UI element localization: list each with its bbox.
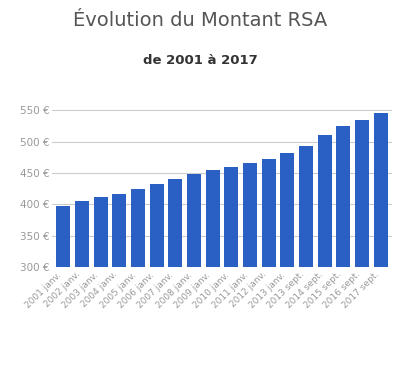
- Bar: [112, 194, 126, 371]
- Bar: [168, 178, 182, 371]
- Bar: [280, 154, 294, 371]
- Bar: [94, 197, 108, 371]
- Text: de 2001 à 2017: de 2001 à 2017: [143, 54, 257, 67]
- Bar: [262, 158, 276, 371]
- Bar: [206, 170, 220, 371]
- Bar: [150, 184, 164, 371]
- Bar: [374, 113, 388, 371]
- Bar: [187, 174, 201, 371]
- Bar: [224, 167, 238, 371]
- Bar: [336, 127, 350, 371]
- Bar: [318, 135, 332, 371]
- Bar: [355, 119, 369, 371]
- Bar: [75, 201, 89, 371]
- Bar: [243, 163, 257, 371]
- Bar: [299, 146, 313, 371]
- Bar: [56, 206, 70, 371]
- Bar: [131, 188, 145, 371]
- Text: Évolution du Montant RSA: Évolution du Montant RSA: [73, 11, 327, 30]
